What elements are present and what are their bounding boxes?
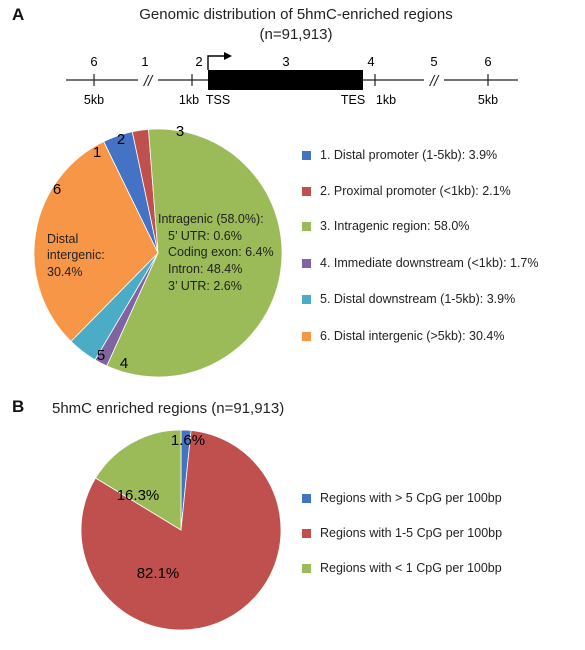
region-number-6-right: 6 [484,54,491,69]
label-1kb-left: 1kb [179,93,199,107]
label-tes: TES [341,93,365,107]
distal-line-1: Distal [47,232,78,246]
intragenic-line-4: Intron: 48.4% [168,262,242,276]
pie-a-intragenic-annotation: Intragenic (58.0%): 5’ UTR: 0.6% Coding … [158,212,274,293]
pie-a-slice-numbers: 1 2 3 4 5 6 [53,123,184,372]
legend-b-item-1: Regions with > 5 CpG per 100bp [302,491,502,505]
legend-a-item-1: 1. Distal promoter (1-5kb): 3.9% [302,148,497,162]
pie-a-number-2: 2 [117,131,125,148]
legend-a-label-2: 2. Proximal promoter (<1kb): 2.1% [320,184,511,198]
legend-a-item-4: 4. Immediate downstream (<1kb): 1.7% [302,256,539,270]
legend-a-item-5: 5. Distal downstream (1-5kb): 3.9% [302,292,515,306]
break-mark-right: // [429,73,440,90]
legend-a-swatch-4 [302,258,311,268]
pie-a-number-6: 6 [53,181,61,198]
legend-b-item-3: Regions with < 1 CpG per 100bp [302,561,502,575]
distal-line-2: intergenic: [47,248,105,262]
pie-a-number-5: 5 [97,347,105,364]
legend-a-label-5: 5. Distal downstream (1-5kb): 3.9% [320,292,516,306]
break-gap-right [424,72,444,88]
intragenic-line-1: Intragenic (58.0%): [158,212,264,226]
label-5kb-right: 5kb [478,93,498,107]
region-number-5: 5 [430,54,437,69]
region-number-6-left: 6 [90,54,97,69]
pie-b-slice-3 [95,429,182,531]
pie-b-label-high-cpg: 1.6% [171,432,205,449]
intragenic-line-2: 5’ UTR: 0.6% [168,229,242,243]
intragenic-line-5: 3’ UTR: 2.6% [168,279,242,293]
intragenic-line-3: Coding exon: 6.4% [168,245,274,259]
legend-b-label-1: Regions with > 5 CpG per 100bp [320,491,502,505]
pie-a [33,128,283,378]
region-number-1: 1 [141,54,148,69]
legend-b-label-3: Regions with < 1 CpG per 100bp [320,561,502,575]
gene-diagram: // // 6 1 2 3 4 5 6 5kb 1kb TSS TES 1kb … [66,52,518,107]
break-mark-left: // [143,73,154,90]
label-tss: TSS [206,93,230,107]
tss-arrow [207,55,226,70]
legend-b-swatch-3 [302,563,311,573]
pie-a-number-3: 3 [176,123,184,140]
legend-a-label-1: 1. Distal promoter (1-5kb): 3.9% [320,148,498,162]
legend-b-swatch-2 [302,528,311,538]
legend-b-swatch-1 [302,493,311,503]
legend-b-label-2: Regions with 1-5 CpG per 100bp [320,526,503,540]
panel-b-letter: B [12,397,24,416]
legend-a-swatch-3 [302,221,311,231]
pie-a-number-1: 1 [93,144,101,161]
pie-a-slice-3 [106,128,283,378]
legend-a-item-2: 2. Proximal promoter (<1kb): 2.1% [302,184,511,198]
pie-b-label-low-cpg: 16.3% [117,487,160,504]
pie-b-title: 5hmC enriched regions (n=91,913) [52,400,284,417]
region-number-4: 4 [367,54,374,69]
panel-a-letter: A [12,5,24,24]
region-number-2: 2 [195,54,202,69]
region-number-3: 3 [282,54,289,69]
legend-a-label-6: 6. Distal intergenic (>5kb): 30.4% [320,329,505,343]
legend-a-label-4: 4. Immediate downstream (<1kb): 1.7% [320,256,539,270]
label-5kb-left: 5kb [84,93,104,107]
distal-line-3: 30.4% [47,265,82,279]
pie-b-label-mid-cpg: 82.1% [137,565,180,582]
legend-a-swatch-5 [302,294,311,304]
pie-b [80,429,282,631]
tss-arrow-head [224,52,232,60]
legend-a-item-6: 6. Distal intergenic (>5kb): 30.4% [302,329,504,343]
break-gap-left [138,72,158,88]
legend-a-swatch-1 [302,150,311,160]
legend-a-swatch-6 [302,331,311,341]
legend-a-label-3: 3. Intragenic region: 58.0% [320,219,470,233]
pie-a-number-4: 4 [120,355,128,372]
pie-a-title: Genomic distribution of 5hmC-enriched re… [139,6,452,23]
label-1kb-right: 1kb [376,93,396,107]
gene-body-box [208,70,363,90]
legend-b-item-2: Regions with 1-5 CpG per 100bp [302,526,502,540]
legend-a-swatch-2 [302,186,311,196]
legend-a-item-3: 3. Intragenic region: 58.0% [302,219,469,233]
pie-a-subtitle: (n=91,913) [260,26,333,43]
pie-a-distal-annotation: Distal intergenic: 30.4% [47,232,105,279]
pie-a-slice-6 [33,141,159,342]
